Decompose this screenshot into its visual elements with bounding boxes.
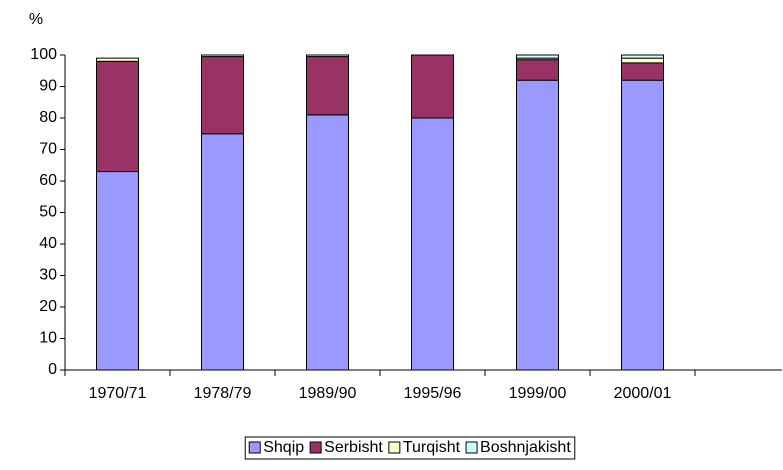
legend-swatch — [248, 441, 261, 454]
legend-label: Turqisht — [403, 439, 461, 456]
y-tick-label: 0 — [48, 361, 57, 378]
y-tick-label: 60 — [39, 172, 57, 189]
x-tick-label: 1995/96 — [404, 385, 462, 402]
y-tick-label: 40 — [39, 235, 57, 252]
bar-segment — [516, 59, 559, 81]
bar-segment — [621, 57, 664, 64]
bar-segment — [411, 54, 454, 119]
x-tick-label: 2000/01 — [614, 385, 672, 402]
bar-segment — [96, 60, 139, 173]
legend: Shqip Serbisht Turqisht Boshnjakisht — [244, 436, 576, 460]
x-tick-label: 1989/90 — [299, 385, 357, 402]
legend-box — [244, 436, 576, 460]
bar-segment — [621, 54, 664, 59]
bar-segment — [306, 56, 349, 116]
y-tick-label: 30 — [39, 267, 57, 284]
bar-segment — [411, 117, 454, 371]
y-tick-label: 100 — [30, 46, 57, 63]
y-tick-label: 10 — [39, 330, 57, 347]
legend-label: Shqip — [263, 439, 304, 456]
x-tick-label: 1970/71 — [89, 385, 147, 402]
legend-swatch — [309, 441, 322, 454]
legend-label: Boshnjakisht — [480, 439, 571, 456]
y-axis-label: % — [29, 11, 43, 28]
bar-segment — [96, 57, 139, 62]
x-tick-label: 1999/00 — [509, 385, 567, 402]
y-tick-label: 20 — [39, 298, 57, 315]
y-tick-label: 50 — [39, 204, 57, 221]
bar-segment — [516, 54, 559, 59]
y-tick-label: 90 — [39, 78, 57, 95]
bar-segment — [201, 56, 244, 135]
legend-swatch — [465, 441, 478, 454]
bar-segment — [621, 62, 664, 81]
bar-segment — [201, 133, 244, 371]
bar-segment — [306, 114, 349, 371]
bar-segment — [621, 79, 664, 371]
legend-label: Serbisht — [324, 439, 383, 456]
bar-segment — [516, 79, 559, 371]
bar-segment — [201, 54, 244, 58]
x-tick-label: 1978/79 — [194, 385, 252, 402]
bar-segment — [96, 171, 139, 371]
y-tick-label: 80 — [39, 109, 57, 126]
legend-swatch — [388, 441, 401, 454]
y-tick-label: 70 — [39, 141, 57, 158]
bar-segment — [306, 54, 349, 58]
